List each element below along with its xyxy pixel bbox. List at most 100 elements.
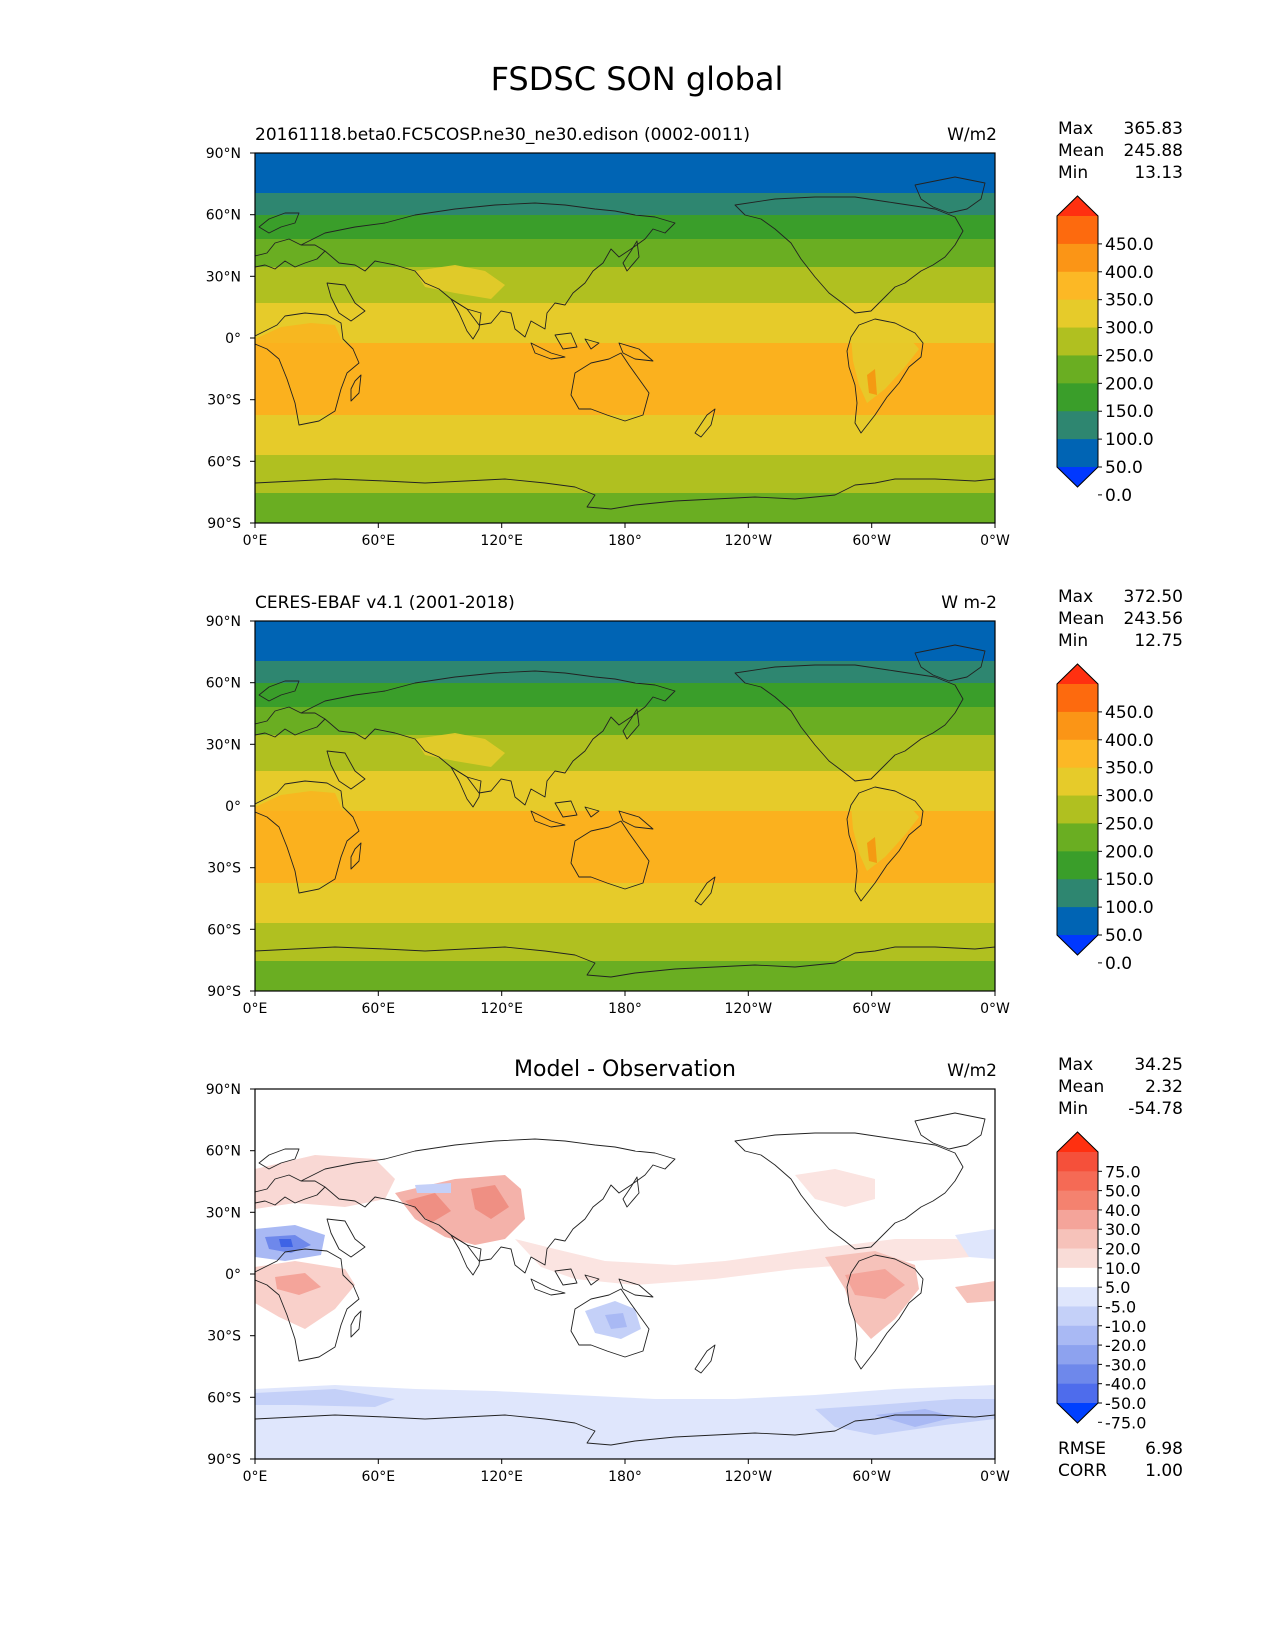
colorbar-tick-label: -40.0 (1105, 1375, 1146, 1394)
colorbar-tick-label: 10.0 (1105, 1259, 1141, 1278)
lat-tick-label: 30°N (206, 1205, 241, 1221)
lon-tick-label: 120°E (480, 533, 523, 549)
lat-tick-label: 30°N (206, 269, 241, 285)
lat-tick-label: 60°N (206, 676, 241, 692)
colorbar-segment (1057, 1364, 1098, 1385)
colorbar-segment (1057, 383, 1098, 412)
colorbar-tick-label: 0.0 (1105, 486, 1132, 506)
figure-title: FSDSC SON global (491, 60, 784, 98)
lat-tick-label: 0° (225, 331, 241, 347)
stat-value: 243.56 (1124, 609, 1183, 629)
colorbar-tick-label: 50.0 (1105, 458, 1143, 478)
colorbar-diff: 75.050.040.030.020.010.05.0-5.0-10.0-20.… (1056, 1131, 1146, 1432)
colorbar-segment (1057, 851, 1098, 880)
colorbar-extend-max (1057, 196, 1098, 216)
colorbar-segment (1057, 879, 1098, 908)
colorbar-tick-label: 5.0 (1105, 1278, 1130, 1297)
stat-value: 12.75 (1134, 631, 1183, 651)
colorbar-tick-label: 30.0 (1105, 1220, 1141, 1239)
stat-label: Max (1058, 1055, 1093, 1075)
stat-value: 372.50 (1124, 587, 1183, 607)
stats-obs: Max 372.50 Mean 243.56 Min 12.75 (1058, 587, 1183, 651)
colorbar-segment (1057, 1383, 1098, 1404)
colorbar-tick-label: 0.0 (1105, 954, 1132, 974)
lon-tick-label: 180° (608, 533, 642, 549)
lat-tick-label: 30°S (207, 393, 241, 409)
colorbar-segment (1057, 216, 1098, 245)
stat-value: -54.78 (1128, 1099, 1183, 1119)
colorbar-obs: 450.0 400.0 350.0 300.0 250.0 200.0 150.0 100.0… (1056, 663, 1154, 974)
colorbar-extend-min (1057, 467, 1098, 487)
stat-label: Min (1058, 631, 1088, 651)
colorbar-segment (1057, 271, 1098, 301)
lat-tick-label: 60°N (206, 1144, 241, 1160)
corr-value: 1.00 (1145, 1461, 1183, 1481)
stat-value: 245.88 (1124, 141, 1183, 161)
colorbar-extend-min (1057, 1403, 1098, 1423)
colorbar-segment (1057, 1287, 1098, 1307)
lon-axis-model: 0°E 60°E 120°E 180° 120°W 60°W 0°W (243, 523, 1010, 549)
lat-axis-model: 90°N 60°N 30°N 0° 30°S 60°S 90°S (206, 146, 255, 532)
lon-tick-label: 60°W (852, 1469, 891, 1485)
colorbar-tick-label: 200.0 (1105, 842, 1154, 862)
lon-tick-label: 120°W (725, 1469, 773, 1485)
lat-tick-label: 60°S (207, 1390, 241, 1406)
lon-tick-label: 0°E (243, 533, 268, 549)
colorbar-tick-label: -50.0 (1105, 1394, 1146, 1413)
lat-tick-label: 90°N (206, 146, 241, 162)
lat-tick-label: 30°S (207, 1329, 241, 1345)
stat-value: 2.32 (1145, 1077, 1183, 1097)
lat-tick-label: 90°N (206, 614, 241, 630)
lat-tick-label: 90°S (207, 984, 241, 1000)
lon-tick-label: 0°W (980, 533, 1010, 549)
colorbar-tick-label: 450.0 (1105, 235, 1154, 255)
lon-tick-label: 0°E (243, 1469, 268, 1485)
panel-left-title: CERES-EBAF v4.1 (2001-2018) (255, 593, 515, 613)
rmse-value: 6.98 (1145, 1439, 1183, 1459)
colorbar-segment (1057, 1171, 1098, 1192)
corr-label: CORR (1058, 1461, 1107, 1481)
lon-tick-label: 180° (608, 1001, 642, 1017)
colorbar-segment (1057, 1345, 1098, 1365)
colorbar-segment (1057, 1229, 1098, 1250)
colorbar-segment (1057, 1209, 1098, 1230)
colorbar-segment (1057, 795, 1098, 824)
map-obs (254, 620, 996, 992)
map-diff (254, 1088, 996, 1460)
stat-value: 13.13 (1134, 163, 1183, 183)
colorbar-extend-min (1057, 935, 1098, 955)
colorbar-tick-label: -20.0 (1105, 1336, 1146, 1355)
lon-tick-label: 60°E (361, 1469, 395, 1485)
lat-tick-label: 30°N (206, 737, 241, 753)
stat-label: Mean (1058, 141, 1104, 161)
lat-tick-label: 90°N (206, 1082, 241, 1098)
stats-model: Max 365.83 Mean 245.88 Min 13.13 (1058, 119, 1183, 183)
colorbar-segment (1057, 1248, 1098, 1269)
lon-tick-label: 60°E (361, 533, 395, 549)
lat-tick-label: 60°N (206, 208, 241, 224)
stat-value: 34.25 (1134, 1055, 1183, 1075)
stat-label: Max (1058, 587, 1093, 607)
lon-tick-label: 180° (608, 1469, 642, 1485)
panel-model: 20161118.beta0.FC5COSP.ne30_ne30.edison … (206, 119, 1183, 549)
panel-obs: CERES-EBAF v4.1 (2001-2018) W m-2 90°N 6… (206, 587, 1183, 1017)
lon-tick-label: 60°W (852, 1001, 891, 1017)
colorbar-extend-max (1057, 664, 1098, 684)
colorbar-tick-label: -5.0 (1105, 1297, 1136, 1316)
lon-tick-label: 120°E (480, 1001, 523, 1017)
panel-center-title: Model - Observation (514, 1057, 736, 1082)
colorbar-tick-label: 150.0 (1105, 870, 1154, 890)
colorbar-tick-label: 250.0 (1105, 346, 1154, 366)
colorbar-tick-label: 40.0 (1105, 1201, 1141, 1220)
colorbar-segment (1057, 1306, 1098, 1327)
colorbar-tick-label: -10.0 (1105, 1317, 1146, 1336)
panel-diff: Model - Observation W/m2 (206, 1055, 1183, 1485)
stat-label: Min (1058, 163, 1088, 183)
lon-tick-label: 120°E (480, 1469, 523, 1485)
lon-axis-obs: 0°E 60°E 120°E 180° 120°W 60°W 0°W (243, 991, 1010, 1017)
colorbar-tick-label: 50.0 (1105, 1182, 1141, 1201)
colorbar-tick-label: 20.0 (1105, 1240, 1141, 1259)
colorbar-segment (1057, 1190, 1098, 1211)
lon-tick-label: 120°W (725, 533, 773, 549)
lat-tick-label: 90°S (207, 1452, 241, 1468)
